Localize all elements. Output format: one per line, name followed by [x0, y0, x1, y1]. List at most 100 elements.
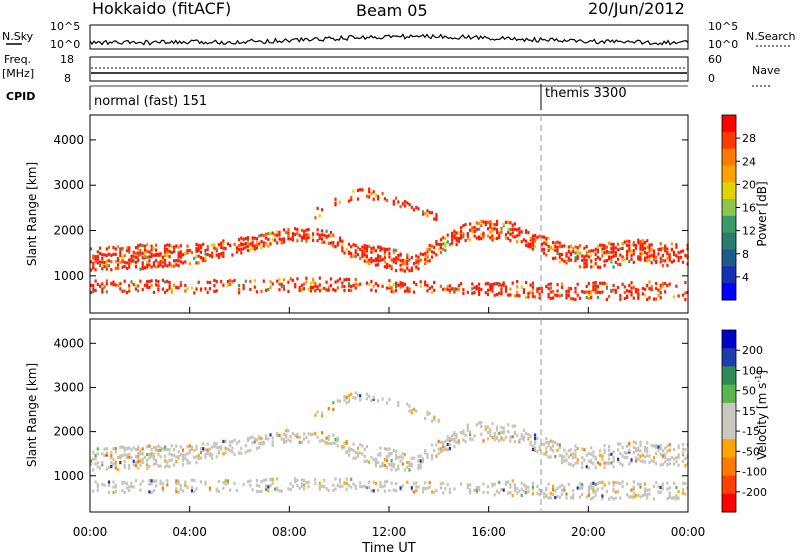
data-cell — [478, 292, 481, 296]
data-cell — [146, 279, 149, 284]
data-cell — [130, 448, 133, 452]
data-cell — [141, 452, 144, 456]
data-cell — [296, 277, 299, 281]
data-cell — [397, 253, 400, 257]
data-cell — [489, 225, 492, 229]
data-cell — [486, 491, 490, 495]
data-cell — [424, 254, 427, 258]
data-cell — [173, 463, 176, 467]
data-cell — [300, 478, 303, 482]
data-cell — [94, 480, 97, 484]
data-cell — [386, 479, 389, 483]
data-cell — [617, 448, 620, 452]
data-cell — [356, 253, 360, 257]
data-cell — [224, 439, 227, 443]
data-cell — [285, 435, 288, 439]
data-cell — [294, 232, 297, 236]
data-cell — [513, 483, 516, 487]
data-cell — [563, 244, 566, 248]
data-cell — [495, 425, 499, 429]
data-cell — [267, 437, 270, 441]
data-cell — [451, 238, 454, 242]
data-cell — [253, 437, 256, 441]
data-cell — [287, 289, 290, 293]
data-cell — [255, 489, 259, 494]
data-cell — [211, 445, 214, 449]
data-cell — [637, 291, 640, 296]
data-cell — [90, 268, 93, 272]
data-cell — [244, 279, 247, 283]
data-cell — [511, 479, 514, 483]
data-cell — [455, 231, 458, 235]
data-cell — [291, 235, 294, 239]
data-cell — [137, 246, 140, 250]
data-cell — [352, 189, 355, 193]
data-cell — [444, 439, 447, 443]
data-cell — [193, 256, 196, 260]
data-cell — [421, 253, 425, 257]
data-cell — [486, 227, 490, 231]
data-cell — [195, 249, 198, 253]
data-cell — [318, 214, 321, 218]
data-cell — [159, 448, 162, 452]
data-cell — [599, 291, 602, 295]
data-cell — [482, 490, 485, 494]
data-cell — [668, 448, 671, 452]
data-cell — [390, 286, 393, 290]
data-cell — [132, 254, 135, 258]
data-cell — [500, 436, 503, 440]
data-cell — [289, 482, 292, 486]
data-cell — [462, 438, 465, 442]
data-cell — [139, 488, 142, 492]
data-cell — [338, 478, 342, 482]
data-cell — [430, 250, 434, 254]
data-cell — [464, 238, 467, 243]
data-cell — [466, 237, 469, 241]
data-cell — [318, 276, 321, 280]
data-cell — [354, 282, 357, 286]
data-cell — [157, 448, 160, 452]
data-cell — [255, 483, 259, 487]
data-cell — [150, 279, 153, 283]
data-cell — [296, 239, 299, 243]
data-cell — [668, 253, 671, 257]
data-cell — [410, 266, 413, 270]
data-cell — [222, 242, 225, 247]
data-cell — [345, 401, 348, 405]
data-cell — [500, 287, 503, 291]
data-cell — [585, 465, 588, 469]
data-cell — [408, 289, 411, 293]
data-cell — [632, 285, 635, 289]
data-cell — [634, 288, 638, 292]
data-cell — [372, 396, 375, 400]
data-cell — [390, 462, 393, 466]
data-cell — [677, 496, 680, 500]
data-cell — [670, 247, 673, 251]
data-cell — [386, 247, 389, 252]
data-cell — [347, 284, 351, 288]
data-cell — [500, 292, 503, 296]
data-cell — [173, 453, 176, 457]
data-cell — [287, 438, 290, 442]
data-cell — [583, 261, 586, 265]
data-cell — [596, 250, 599, 254]
data-cell — [444, 446, 447, 450]
data-cell — [590, 484, 593, 488]
data-cell — [637, 449, 640, 453]
data-cell — [242, 283, 245, 288]
data-cell — [610, 260, 613, 264]
data-cell — [516, 234, 519, 238]
data-cell — [549, 455, 552, 459]
data-cell — [408, 269, 411, 273]
data-cell — [448, 243, 451, 247]
data-cell — [130, 259, 133, 263]
data-cell — [408, 287, 411, 291]
data-cell — [249, 436, 252, 440]
data-cell — [260, 436, 263, 441]
data-cell — [478, 235, 481, 239]
colorbar-tick-label: -50 — [742, 445, 760, 458]
data-cell — [507, 430, 510, 434]
data-cell — [179, 453, 182, 457]
data-cell — [388, 462, 391, 467]
freq-left-tick-bottom: 8 — [64, 72, 71, 85]
